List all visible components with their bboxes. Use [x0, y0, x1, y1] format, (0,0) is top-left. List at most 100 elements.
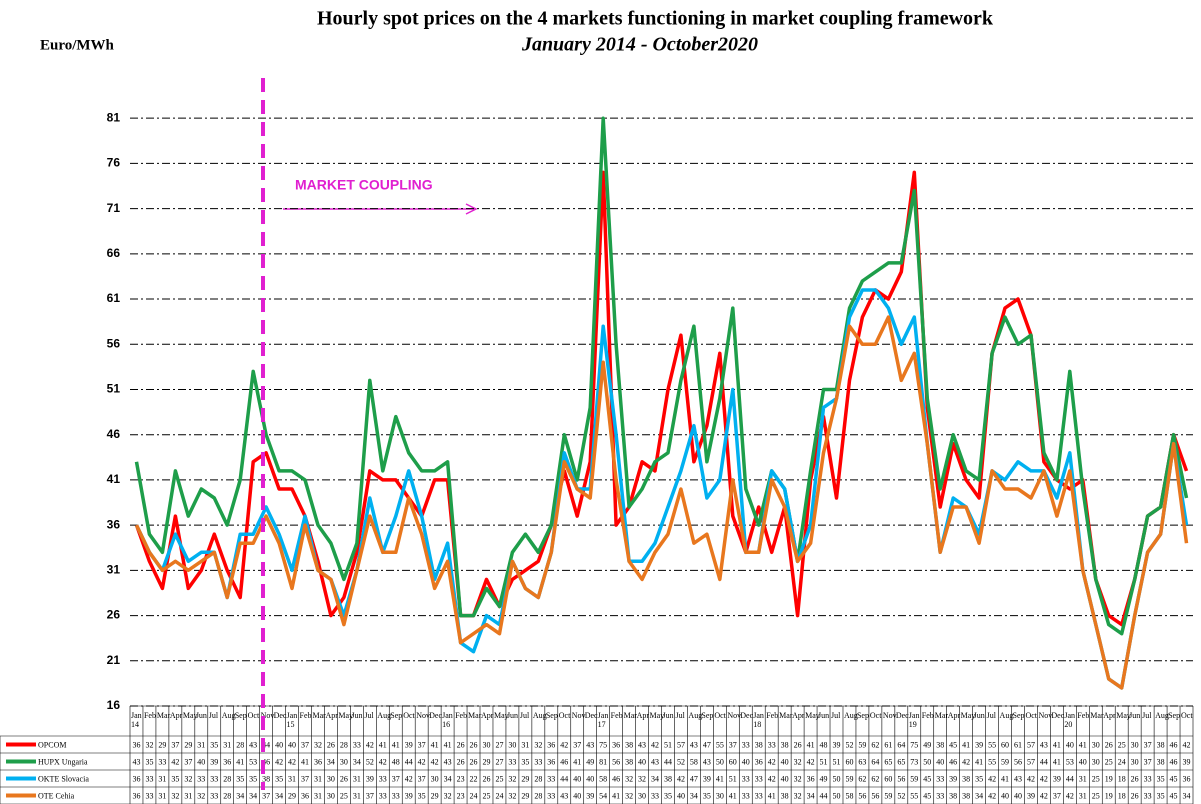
x-tick-label: Jan 17: [598, 711, 611, 729]
table-value: 63: [858, 757, 866, 766]
table-value: 54: [599, 791, 607, 800]
x-tick-label: Oct: [403, 711, 415, 720]
table-value: 37: [1053, 791, 1061, 800]
table-value: 61: [1014, 740, 1022, 749]
table-value: 41: [301, 757, 309, 766]
table-value: 36: [132, 774, 140, 783]
table-value: 43: [560, 791, 568, 800]
table-value: 30: [1131, 740, 1139, 749]
x-tick-label: Jan 20: [1064, 711, 1077, 729]
y-tick-label: 21: [107, 653, 121, 667]
table-value: 57: [677, 740, 685, 749]
table-value: 33: [197, 774, 205, 783]
table-value: 59: [858, 740, 866, 749]
table-value: 64: [897, 740, 905, 749]
x-tick-label: Dec: [740, 711, 753, 720]
table-value: 41: [1001, 774, 1009, 783]
table-value: 32: [314, 740, 322, 749]
table-value: 32: [197, 791, 205, 800]
table-value: 33: [534, 757, 542, 766]
table-value: 55: [910, 791, 918, 800]
x-tick-label: Dec: [274, 711, 287, 720]
table-value: 57: [1027, 740, 1035, 749]
table-value: 41: [716, 774, 724, 783]
table-value: 41: [1079, 740, 1087, 749]
x-tick-label: May: [650, 711, 665, 720]
table-value: 33: [508, 757, 516, 766]
table-value: 28: [236, 740, 244, 749]
table-value: 46: [1170, 740, 1178, 749]
table-value: 48: [392, 757, 400, 766]
x-tick-label: Sep: [1168, 711, 1180, 720]
table-value: 30: [638, 791, 646, 800]
x-tick-label: Oct: [714, 711, 726, 720]
x-tick-label: Jan 14: [131, 711, 144, 729]
table-value: 37: [301, 740, 309, 749]
table-value: 42: [418, 757, 426, 766]
table-value: 42: [807, 757, 815, 766]
table-value: 36: [1183, 774, 1191, 783]
table-value: 26: [1105, 740, 1113, 749]
table-value: 46: [1170, 757, 1178, 766]
table-value: 38: [625, 757, 633, 766]
legend-label: OTE Cehia: [38, 791, 75, 800]
table-value: 31: [158, 791, 166, 800]
table-value: 26: [1131, 791, 1139, 800]
table-value: 42: [651, 740, 659, 749]
x-tick-label: Aug: [1155, 711, 1169, 720]
x-tick-label: Mar: [157, 711, 171, 720]
table-value: 18: [1118, 791, 1126, 800]
table-value: 65: [884, 757, 892, 766]
table-value: 35: [171, 774, 179, 783]
table-value: 41: [729, 791, 737, 800]
x-tick-label: Jul: [987, 711, 997, 720]
table-value: 33: [742, 774, 750, 783]
x-tick-label: Jul: [831, 711, 841, 720]
table-value: 26: [1131, 774, 1139, 783]
x-tick-label: Feb: [300, 711, 312, 720]
table-value: 43: [1040, 740, 1048, 749]
table-value: 41: [444, 740, 452, 749]
table-value: 45: [923, 791, 931, 800]
table-value: 56: [871, 791, 879, 800]
x-tick-label: Mar: [1090, 711, 1104, 720]
table-value: 33: [392, 791, 400, 800]
table-value: 42: [366, 740, 374, 749]
table-value: 35: [249, 774, 257, 783]
table-value: 33: [742, 791, 750, 800]
table-value: 40: [573, 774, 581, 783]
table-value: 38: [781, 740, 789, 749]
table-value: 42: [1040, 774, 1048, 783]
y-tick-label: 81: [107, 110, 121, 124]
table-value: 41: [807, 740, 815, 749]
table-value: 34: [651, 774, 659, 783]
table-value: 33: [742, 740, 750, 749]
table-value: 33: [158, 757, 166, 766]
table-value: 29: [521, 791, 529, 800]
table-value: 34: [249, 791, 257, 800]
table-value: 41: [1053, 757, 1061, 766]
table-value: 43: [132, 757, 140, 766]
table-value: 33: [145, 791, 153, 800]
annotation: MARKET COUPLING: [295, 177, 433, 193]
table-value: 59: [884, 791, 892, 800]
y-tick-label: 76: [107, 156, 121, 170]
table-value: 29: [521, 774, 529, 783]
table-value: 36: [301, 791, 309, 800]
table-value: 38: [936, 740, 944, 749]
table-value: 39: [949, 774, 957, 783]
table-value: 49: [923, 740, 931, 749]
table-value: 37: [1144, 757, 1152, 766]
table-value: 38: [755, 740, 763, 749]
table-value: 37: [573, 740, 581, 749]
table-value: 38: [262, 774, 270, 783]
table-value: 60: [884, 774, 892, 783]
table-value: 39: [833, 740, 841, 749]
table-value: 28: [223, 774, 231, 783]
table-value: 25: [1105, 757, 1113, 766]
table-value: 35: [145, 757, 153, 766]
y-tick-label: 36: [107, 517, 121, 531]
table-value: 36: [314, 757, 322, 766]
